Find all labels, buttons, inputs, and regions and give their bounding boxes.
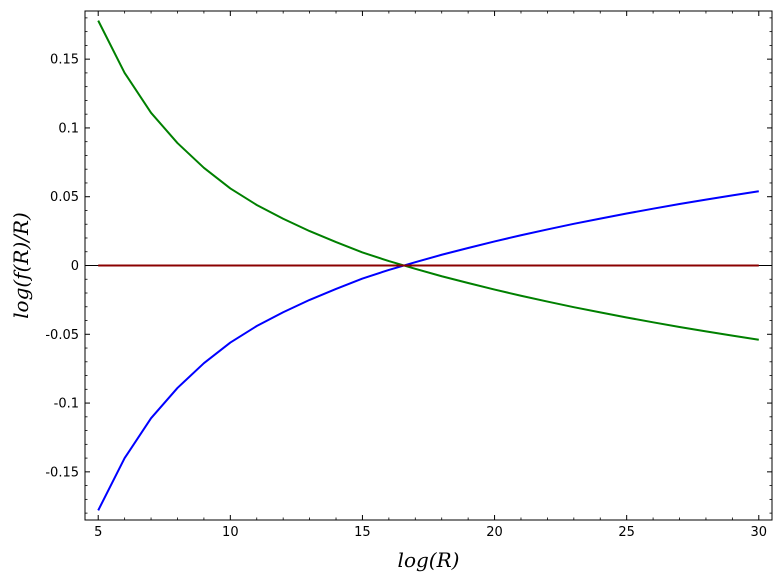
series-line-2 xyxy=(97,20,759,341)
x-tick-label: 25 xyxy=(618,525,635,540)
y-axis-title: log(f(R)/R) xyxy=(9,212,33,319)
x-tick-label: 15 xyxy=(354,525,371,540)
series-line-1 xyxy=(97,190,759,511)
y-tick-label: 0.15 xyxy=(50,53,79,68)
y-tick-label: -0.1 xyxy=(54,397,79,412)
y-tick-label: 0 xyxy=(71,259,79,274)
y-tick-label: 0.05 xyxy=(50,190,79,205)
plot-frame xyxy=(84,10,773,521)
x-tick-label: 30 xyxy=(751,525,768,540)
series-group xyxy=(97,20,759,511)
y-tick-label: -0.05 xyxy=(45,328,79,343)
x-tick-label: 20 xyxy=(486,525,503,540)
x-axis-title: log(R) xyxy=(398,548,460,572)
x-tick-label: 10 xyxy=(222,525,239,540)
y-tick-label: 0.1 xyxy=(58,121,79,136)
x-ticks: 5 10 15 20 25 30 xyxy=(94,11,767,540)
x-tick-label: 5 xyxy=(94,525,102,540)
y-tick-label: -0.15 xyxy=(45,465,79,480)
